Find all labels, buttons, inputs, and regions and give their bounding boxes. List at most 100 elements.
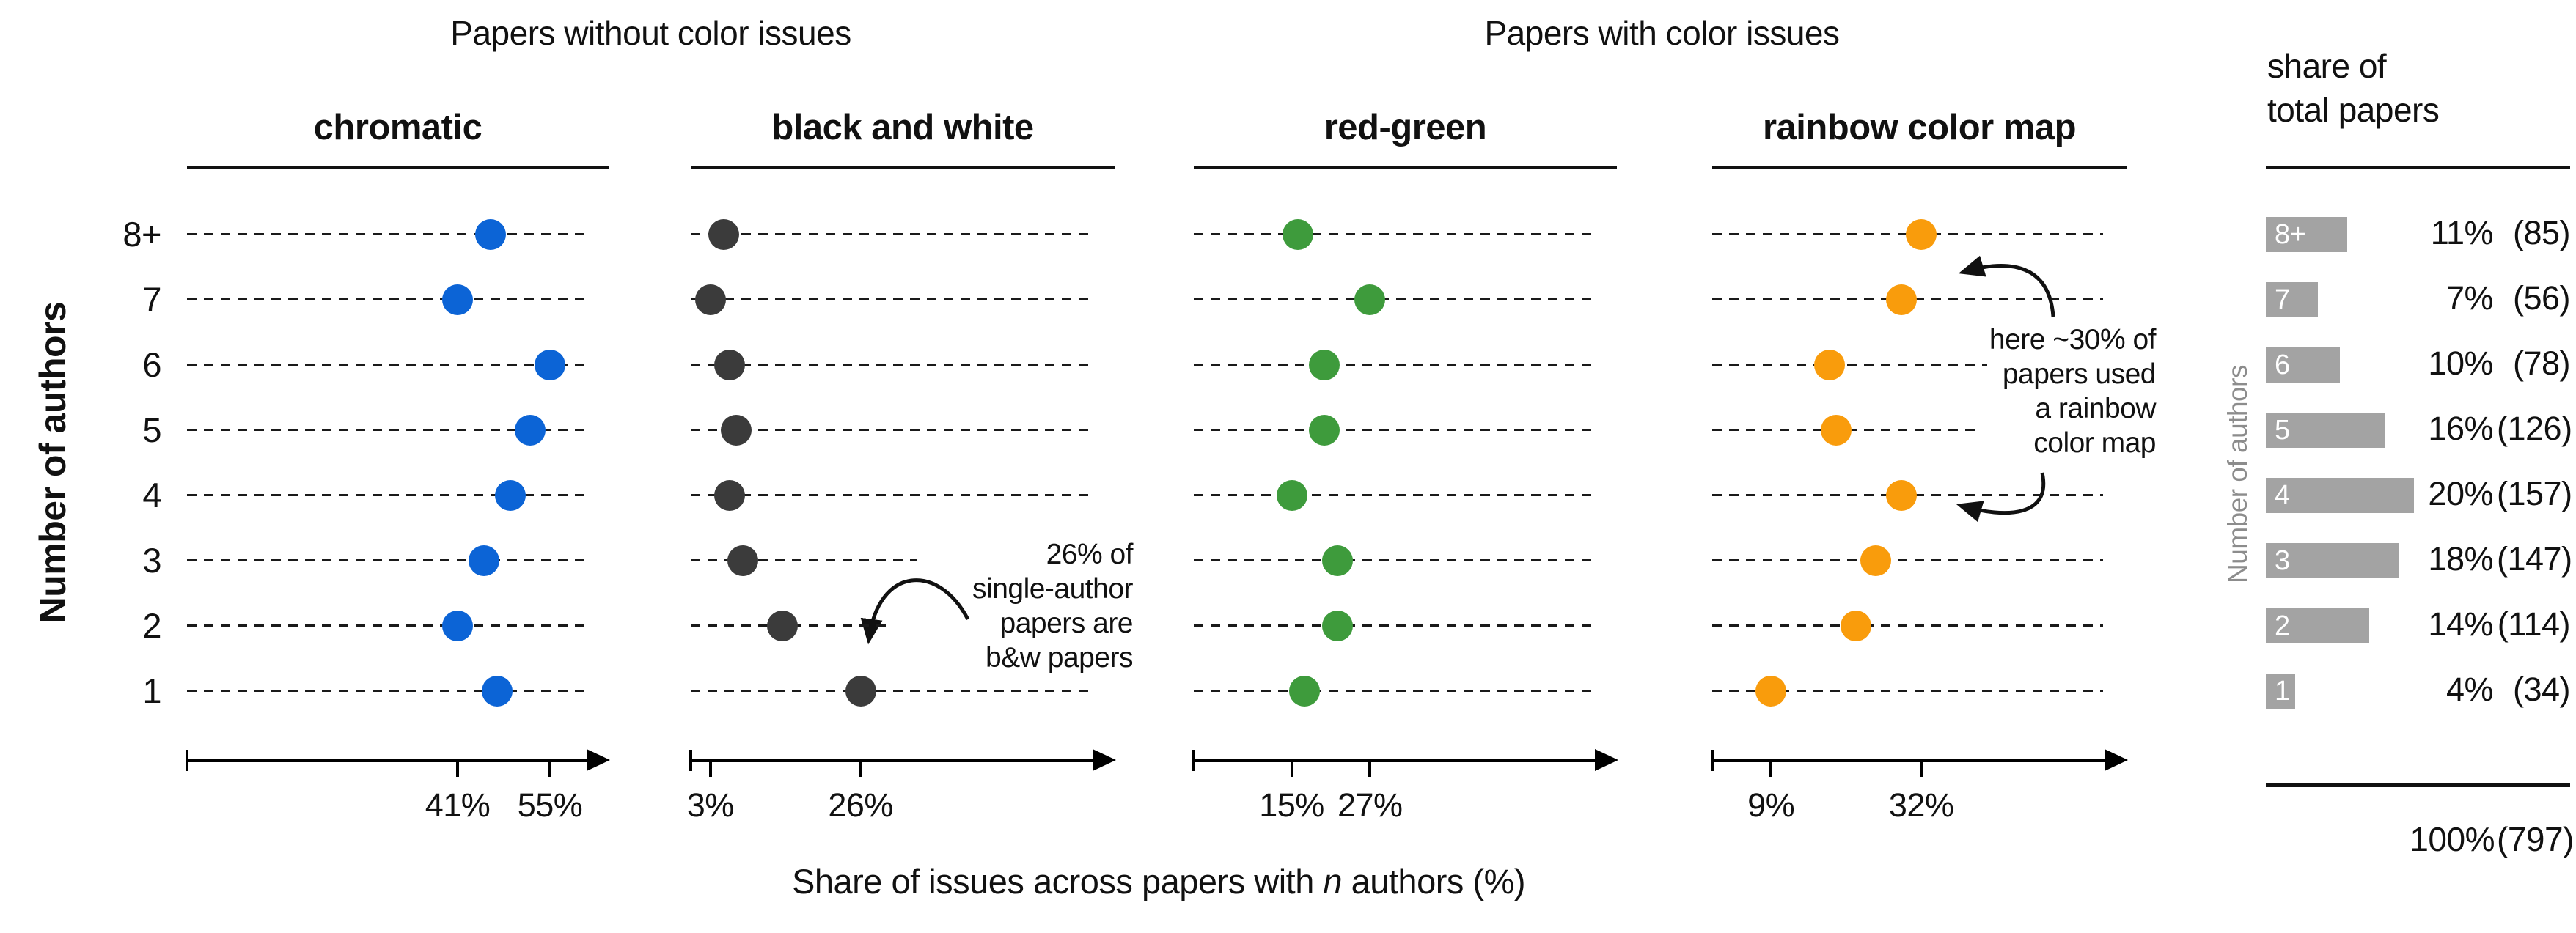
bar-5: 5 — [2266, 413, 2385, 448]
bar-panel-total-count: (797) — [2497, 820, 2574, 858]
dot-red-green-7 — [1354, 284, 1386, 315]
x-axis-caption-prefix: Share of issues across papers with — [791, 862, 1324, 901]
guide-line-black-and-white-7 — [691, 298, 1093, 300]
dot-red-green-5 — [1309, 415, 1340, 446]
row-label-4: 4 — [142, 476, 161, 515]
dot-chromatic-7 — [442, 284, 473, 315]
x-axis-arrowhead-rainbow-color-map — [2105, 749, 2128, 771]
dot-chromatic-2 — [442, 611, 473, 641]
x-axis-tick-label-rainbow-color-map-9: 9% — [1747, 786, 1795, 824]
annotation-rainbow-line-3: a rainbow — [2035, 393, 2156, 424]
bar-pct-4: 20% — [2428, 475, 2493, 512]
guide-line-chromatic-7 — [187, 298, 587, 300]
guide-line-chromatic-4 — [187, 494, 587, 496]
guide-line-red-green-6 — [1194, 364, 1593, 366]
bar-count-7: (56) — [2512, 279, 2571, 317]
dot-rainbow-color-map-7 — [1886, 284, 1918, 315]
annotation-bw-line-2: single-author — [972, 573, 1133, 605]
guide-line-rainbow-color-map-6 — [1712, 364, 1987, 366]
bar-count-5: (126) — [2497, 410, 2572, 447]
x-axis-tick-black-and-white-3 — [708, 761, 712, 777]
dot-black-and-white-2 — [766, 611, 798, 641]
bar-pct-3: 18% — [2428, 540, 2493, 578]
bar-count-1: (34) — [2512, 671, 2571, 708]
row-label-1: 1 — [142, 671, 161, 710]
bar-6: 6 — [2266, 347, 2340, 383]
dot-chromatic-4 — [495, 480, 526, 511]
x-axis-start-tick-red-green — [1192, 750, 1195, 771]
bar-8+: 8+ — [2266, 217, 2348, 252]
guide-line-rainbow-color-map-1 — [1712, 690, 2103, 692]
guide-line-black-and-white-8+ — [691, 233, 1093, 235]
bar-inner-label-8+: 8+ — [2275, 219, 2306, 250]
x-axis-tick-red-green-15 — [1290, 761, 1293, 777]
guide-line-red-green-7 — [1194, 298, 1593, 300]
arrow-rainbow-annotation-bottom — [1956, 472, 2046, 523]
bar-count-8+: (85) — [2512, 214, 2571, 251]
panel-title-red-green: red-green — [1324, 108, 1487, 147]
bar-pct-6: 10% — [2428, 344, 2493, 382]
bar-panel-header-underline — [2266, 166, 2570, 169]
guide-line-black-and-white-6 — [691, 364, 1093, 366]
panel-underline-chromatic — [187, 166, 609, 169]
dot-rainbow-color-map-5 — [1821, 415, 1852, 446]
row-label-8+: 8+ — [122, 215, 161, 254]
x-axis-tick-label-red-green-27: 27% — [1337, 786, 1403, 824]
dot-rainbow-color-map-1 — [1755, 676, 1787, 707]
dot-red-green-1 — [1289, 676, 1321, 707]
guide-line-rainbow-color-map-2 — [1712, 624, 2103, 627]
bar-pct-8+: 11% — [2430, 214, 2494, 251]
bar-inner-label-6: 6 — [2275, 350, 2290, 380]
guide-line-red-green-5 — [1194, 429, 1593, 431]
bar-pct-5: 16% — [2428, 410, 2493, 447]
dot-rainbow-color-map-6 — [1814, 350, 1846, 380]
x-axis-start-tick-rainbow-color-map — [1711, 750, 1714, 771]
dot-black-and-white-1 — [845, 676, 876, 707]
guide-line-red-green-4 — [1194, 494, 1593, 496]
dot-red-green-4 — [1276, 480, 1307, 511]
guide-line-black-and-white-1 — [691, 690, 1093, 692]
bar-pct-2: 14% — [2428, 605, 2493, 643]
guide-line-chromatic-5 — [187, 429, 587, 431]
guide-line-red-green-3 — [1194, 559, 1593, 561]
annotation-bw-line-3: papers are — [999, 608, 1134, 639]
bar-inner-label-5: 5 — [2275, 415, 2290, 446]
x-axis-red-green — [1194, 759, 1598, 762]
guide-line-black-and-white-3 — [691, 559, 917, 561]
annotation-bw-line-4: b&w papers — [986, 642, 1133, 674]
panel-underline-black-and-white — [691, 166, 1115, 169]
dot-black-and-white-3 — [727, 545, 759, 576]
guide-line-black-and-white-5 — [691, 429, 1093, 431]
dot-rainbow-color-map-2 — [1841, 611, 1872, 641]
guide-line-chromatic-8+ — [187, 233, 587, 235]
guide-line-chromatic-1 — [187, 690, 587, 692]
row-label-6: 6 — [142, 345, 161, 384]
dot-rainbow-color-map-4 — [1886, 480, 1918, 511]
x-axis-start-tick-black-and-white — [689, 750, 692, 771]
bar-inner-label-2: 2 — [2275, 611, 2290, 641]
x-axis-caption-n: n — [1323, 862, 1343, 901]
panel-title-rainbow-color-map: rainbow color map — [1762, 108, 2077, 147]
bar-2: 2 — [2266, 608, 2370, 643]
x-axis-start-tick-chromatic — [186, 750, 188, 771]
bar-count-2: (114) — [2497, 605, 2571, 643]
x-axis-arrowhead-chromatic — [587, 749, 610, 771]
row-label-7: 7 — [142, 280, 161, 319]
x-axis-tick-chromatic-55 — [548, 761, 551, 777]
x-axis-tick-black-and-white-26 — [859, 761, 862, 777]
dot-black-and-white-7 — [694, 284, 726, 315]
dot-black-and-white-5 — [721, 415, 752, 446]
bar-count-3: (147) — [2497, 540, 2572, 578]
dot-black-and-white-6 — [714, 350, 746, 380]
annotation-rainbow-line-4: color map — [2033, 427, 2156, 459]
dot-chromatic-3 — [469, 545, 499, 576]
guide-line-red-green-2 — [1194, 624, 1593, 627]
bar-1: 1 — [2266, 674, 2296, 709]
x-axis-rainbow-color-map — [1712, 759, 2107, 762]
x-axis-arrowhead-red-green — [1595, 749, 1618, 771]
guide-line-red-green-1 — [1194, 690, 1593, 692]
panel-title-black-and-white: black and white — [771, 108, 1034, 147]
bar-panel-y-axis-label: Number of authors — [2223, 365, 2253, 583]
x-axis-tick-rainbow-color-map-9 — [1769, 761, 1773, 777]
guide-line-red-green-8+ — [1194, 233, 1593, 235]
